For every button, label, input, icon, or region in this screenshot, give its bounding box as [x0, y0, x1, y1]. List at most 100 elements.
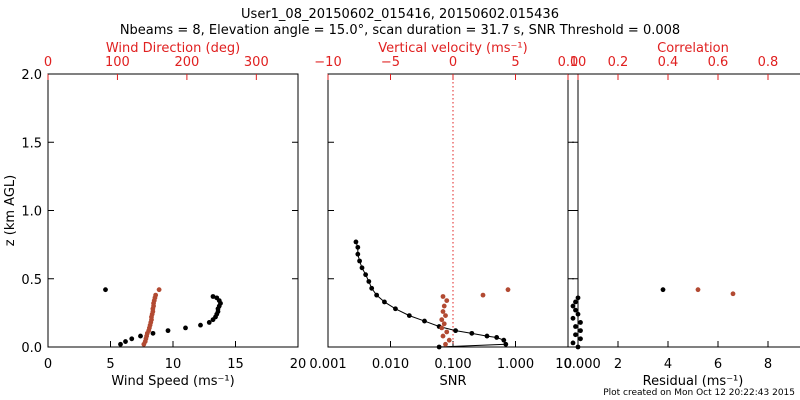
bottom-series-point [573, 299, 578, 305]
x-tick-label: 15 [227, 357, 244, 372]
top-series-point [446, 337, 452, 343]
x-tick-label: 8 [764, 357, 772, 372]
top-series-point [730, 291, 736, 297]
bottom-series-point [406, 313, 412, 319]
top-series-point [439, 317, 445, 323]
x-tick-label: 0 [44, 357, 52, 372]
bottom-series-point [573, 324, 578, 329]
top-tick-label: 0 [44, 55, 52, 70]
top-tick-label: 200 [174, 55, 199, 70]
top-series-point [444, 329, 450, 335]
x-tick-label: 0 [564, 357, 572, 372]
x-tick-label: 10.000 [555, 357, 601, 372]
x-tick-label: 1.000 [497, 357, 534, 372]
top-tick-label: −10 [314, 55, 341, 70]
x-tick-label: 6 [714, 357, 722, 372]
top-tick-label: 0.8 [758, 55, 779, 70]
x-tick-label: 2 [614, 357, 622, 372]
top-series-point [695, 287, 701, 293]
y-tick-label: 0.0 [21, 341, 42, 356]
top-tick-label: 100 [105, 55, 130, 70]
bottom-series-point [210, 294, 216, 299]
bottom-series-point [123, 339, 128, 344]
bottom-series-point [578, 336, 583, 342]
bottom-series-point [366, 279, 372, 284]
top-series-point [444, 298, 450, 303]
top-tick-label: 300 [244, 55, 269, 70]
top-series-point [441, 321, 447, 327]
bottom-series-point [382, 299, 387, 305]
top-series-point [440, 333, 446, 339]
bottom-series-point [503, 341, 509, 347]
top-tick-label: 0.4 [658, 55, 679, 70]
bottom-series-point [138, 333, 143, 339]
bottom-series-point [469, 330, 475, 336]
panel-frame [567, 73, 800, 348]
bottom-series-point [198, 322, 203, 328]
top-axis-label: Wind Direction (deg) [106, 41, 240, 56]
bottom-series-point [214, 295, 220, 301]
plot-created-note: Plot created on Mon Oct 12 20:22:43 2015 [603, 388, 795, 398]
bottom-series-point [183, 325, 188, 331]
bottom-series-point [573, 307, 578, 313]
bottom-series-point [578, 328, 583, 334]
x-tick-label: 4 [664, 357, 672, 372]
top-series-point [156, 287, 162, 293]
top-series-point [439, 325, 445, 331]
top-tick-label: 0.0 [558, 55, 579, 70]
bottom-series-point [150, 330, 156, 336]
bottom-series-point [118, 341, 123, 347]
bottom-series-point [369, 285, 375, 291]
bottom-series-point [165, 328, 171, 334]
bottom-series-point [355, 251, 361, 257]
y-tick-label: 1.5 [21, 136, 42, 151]
top-series-point [480, 292, 486, 298]
bottom-series-point [129, 336, 135, 342]
top-series-point [440, 309, 446, 314]
bottom-series-point [484, 333, 490, 339]
x-tick-label: 0.010 [372, 357, 409, 372]
top-series-point [443, 313, 448, 319]
y-axis-label: z (km AGL) [3, 175, 18, 246]
x-axis-label: SNR [439, 374, 466, 389]
panel-frame [47, 73, 299, 348]
top-series-point [443, 341, 448, 347]
bottom-series-point [357, 258, 362, 264]
bottom-series-point [570, 340, 576, 346]
bottom-series-point [575, 295, 581, 301]
bottom-series-point [374, 292, 380, 298]
top-tick-label: 0 [449, 55, 457, 70]
bottom-series-point [453, 328, 458, 334]
bottom-series-point [393, 306, 398, 312]
top-tick-label: 10 [570, 55, 587, 70]
x-tick-label: 10 [165, 357, 182, 372]
y-tick-label: 1.0 [21, 205, 42, 220]
top-series-point [441, 303, 447, 309]
x-tick-label: 5 [106, 357, 114, 372]
top-series-point [153, 292, 159, 298]
bottom-series-point [575, 311, 581, 317]
x-axis-label: Residual (ms⁻¹) [643, 374, 744, 389]
bottom-series-point [103, 287, 108, 293]
bottom-series-point [494, 335, 500, 340]
chart-title: User1_08_20150602_015416, 20150602.01543… [241, 7, 559, 22]
bottom-series-point [578, 320, 583, 325]
bottom-series-point [363, 272, 369, 278]
top-tick-label: 0.2 [608, 55, 629, 70]
top-axis-label: Vertical velocity (ms⁻¹) [378, 41, 527, 56]
top-series-point [505, 287, 511, 293]
top-series-point [440, 294, 446, 299]
top-tick-label: 0.6 [708, 55, 729, 70]
bottom-series-point [575, 344, 581, 350]
bottom-series-point [570, 303, 576, 309]
bottom-series-point [355, 244, 361, 250]
x-axis-label: Wind Speed (ms⁻¹) [111, 374, 234, 389]
bottom-series-point [660, 287, 666, 293]
bottom-series-point [573, 332, 578, 338]
chart-subtitle: Nbeams = 8, Elevation angle = 15.0°, sca… [120, 23, 680, 38]
y-tick-label: 2.0 [21, 68, 42, 83]
top-tick-label: 5 [511, 55, 519, 70]
bottom-series-point [359, 265, 365, 271]
top-axis-label: Correlation [657, 41, 729, 56]
